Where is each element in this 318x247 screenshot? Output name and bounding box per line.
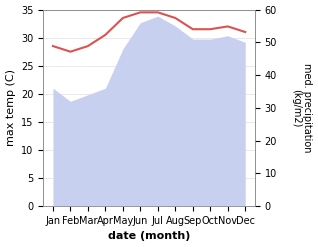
Y-axis label: med. precipitation
(kg/m2): med. precipitation (kg/m2)	[291, 63, 313, 153]
X-axis label: date (month): date (month)	[108, 231, 190, 242]
Y-axis label: max temp (C): max temp (C)	[5, 69, 16, 146]
